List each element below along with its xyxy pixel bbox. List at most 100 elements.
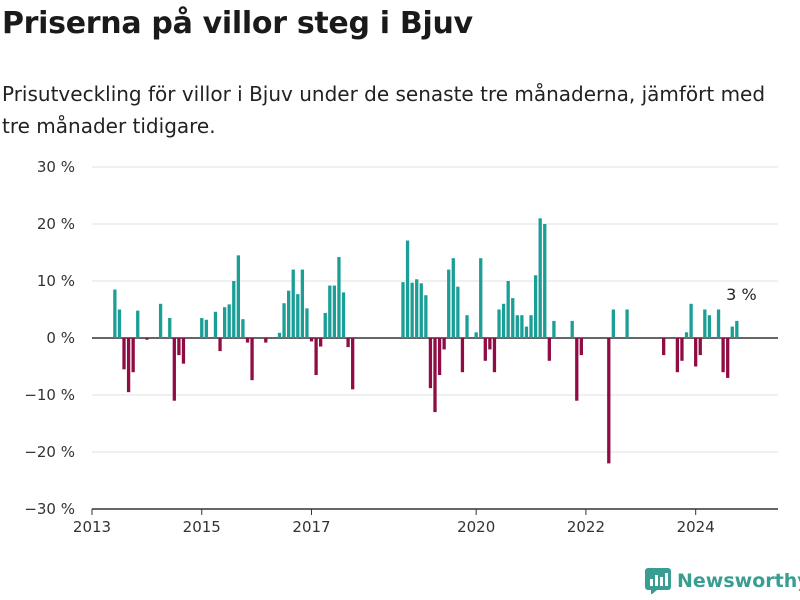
y-tick-label: 30 % — [37, 158, 75, 176]
bar — [222, 307, 227, 338]
bar — [300, 269, 305, 338]
bar — [492, 338, 497, 373]
bar — [177, 338, 181, 356]
x-axis: 2013 2015 2017 2020 2022 2024 — [73, 508, 778, 536]
x-tick-label: 2017 — [292, 518, 330, 536]
bar — [264, 338, 268, 343]
bar — [323, 312, 327, 338]
bar — [501, 303, 506, 338]
x-tick-label: 2015 — [183, 518, 221, 536]
bar — [543, 224, 547, 338]
bar — [405, 240, 410, 338]
brand-name: Newsworthy — [677, 570, 800, 592]
bar — [730, 326, 734, 338]
bar — [707, 315, 712, 338]
bar — [319, 338, 323, 347]
bar — [291, 269, 295, 338]
bar — [232, 281, 236, 338]
bar — [552, 320, 556, 338]
bar — [442, 338, 446, 350]
bar — [341, 292, 346, 338]
bar — [245, 338, 250, 343]
bar — [689, 303, 693, 338]
bar — [305, 308, 309, 338]
x-tick-label: 2024 — [677, 518, 715, 536]
bar — [181, 338, 186, 364]
bar — [460, 338, 465, 373]
chart-subtitle: Prisutveckling för villor i Bjuv under d… — [2, 82, 766, 138]
bar — [126, 338, 131, 393]
chart-title: Priserna på villor steg i Bjuv — [2, 6, 473, 41]
bar — [465, 315, 469, 338]
bar — [136, 310, 140, 338]
y-axis: −30 % −20 % −10 % 0 % 10 % 20 % 30 % — [24, 158, 75, 518]
brand-logo: Newsworthy — [645, 568, 800, 594]
bar — [122, 338, 126, 370]
bar — [716, 309, 721, 338]
bar — [662, 338, 666, 356]
y-tick-label: 20 % — [37, 215, 75, 233]
bar — [415, 279, 419, 338]
y-tick-label: 0 % — [46, 329, 75, 347]
bar — [351, 338, 355, 390]
last-value-label: 3 % — [726, 285, 756, 304]
bar — [579, 338, 583, 356]
bar — [451, 258, 455, 338]
annotations: 3 % — [726, 285, 756, 304]
bar — [309, 338, 314, 342]
bar — [694, 338, 698, 367]
x-tick-label: 2020 — [457, 518, 495, 536]
bar — [611, 309, 615, 338]
bar — [131, 338, 135, 373]
x-tick-label: 2022 — [567, 518, 605, 536]
bar — [282, 303, 286, 338]
y-tick-label: −10 % — [24, 386, 75, 404]
bar — [479, 258, 483, 338]
bar — [437, 338, 442, 376]
bar — [721, 338, 725, 373]
bar — [456, 286, 460, 338]
bar — [433, 338, 437, 413]
bar — [204, 319, 208, 338]
bar — [424, 295, 428, 338]
bar — [296, 294, 300, 338]
bar — [538, 218, 542, 338]
bar — [117, 309, 122, 338]
bar — [703, 309, 707, 338]
bar — [236, 255, 240, 338]
bar — [680, 338, 684, 361]
bar — [607, 338, 611, 464]
bar — [277, 332, 282, 338]
bars — [113, 218, 739, 464]
bar — [419, 283, 423, 338]
bar — [337, 257, 341, 338]
bar — [506, 281, 510, 338]
bar — [726, 338, 730, 378]
bar — [547, 338, 551, 361]
bar — [529, 315, 533, 338]
bar — [227, 304, 231, 338]
bar — [684, 332, 689, 338]
bar — [287, 290, 291, 338]
bar — [218, 338, 222, 352]
bar — [168, 318, 172, 338]
y-tick-label: −20 % — [24, 443, 75, 461]
bar — [474, 332, 478, 338]
y-tick-label: 10 % — [37, 272, 75, 290]
bar — [520, 315, 524, 338]
bar — [428, 338, 433, 389]
bar — [328, 285, 332, 338]
bar — [524, 326, 529, 338]
y-tick-label: −30 % — [24, 500, 75, 518]
bar — [570, 320, 574, 338]
bar — [488, 338, 492, 350]
bar — [145, 338, 149, 340]
bar — [625, 309, 629, 338]
x-tick-label: 2013 — [73, 518, 111, 536]
bar — [515, 315, 519, 338]
bar — [332, 285, 337, 338]
bar — [483, 338, 487, 361]
bar — [213, 311, 218, 338]
bar — [410, 282, 414, 338]
